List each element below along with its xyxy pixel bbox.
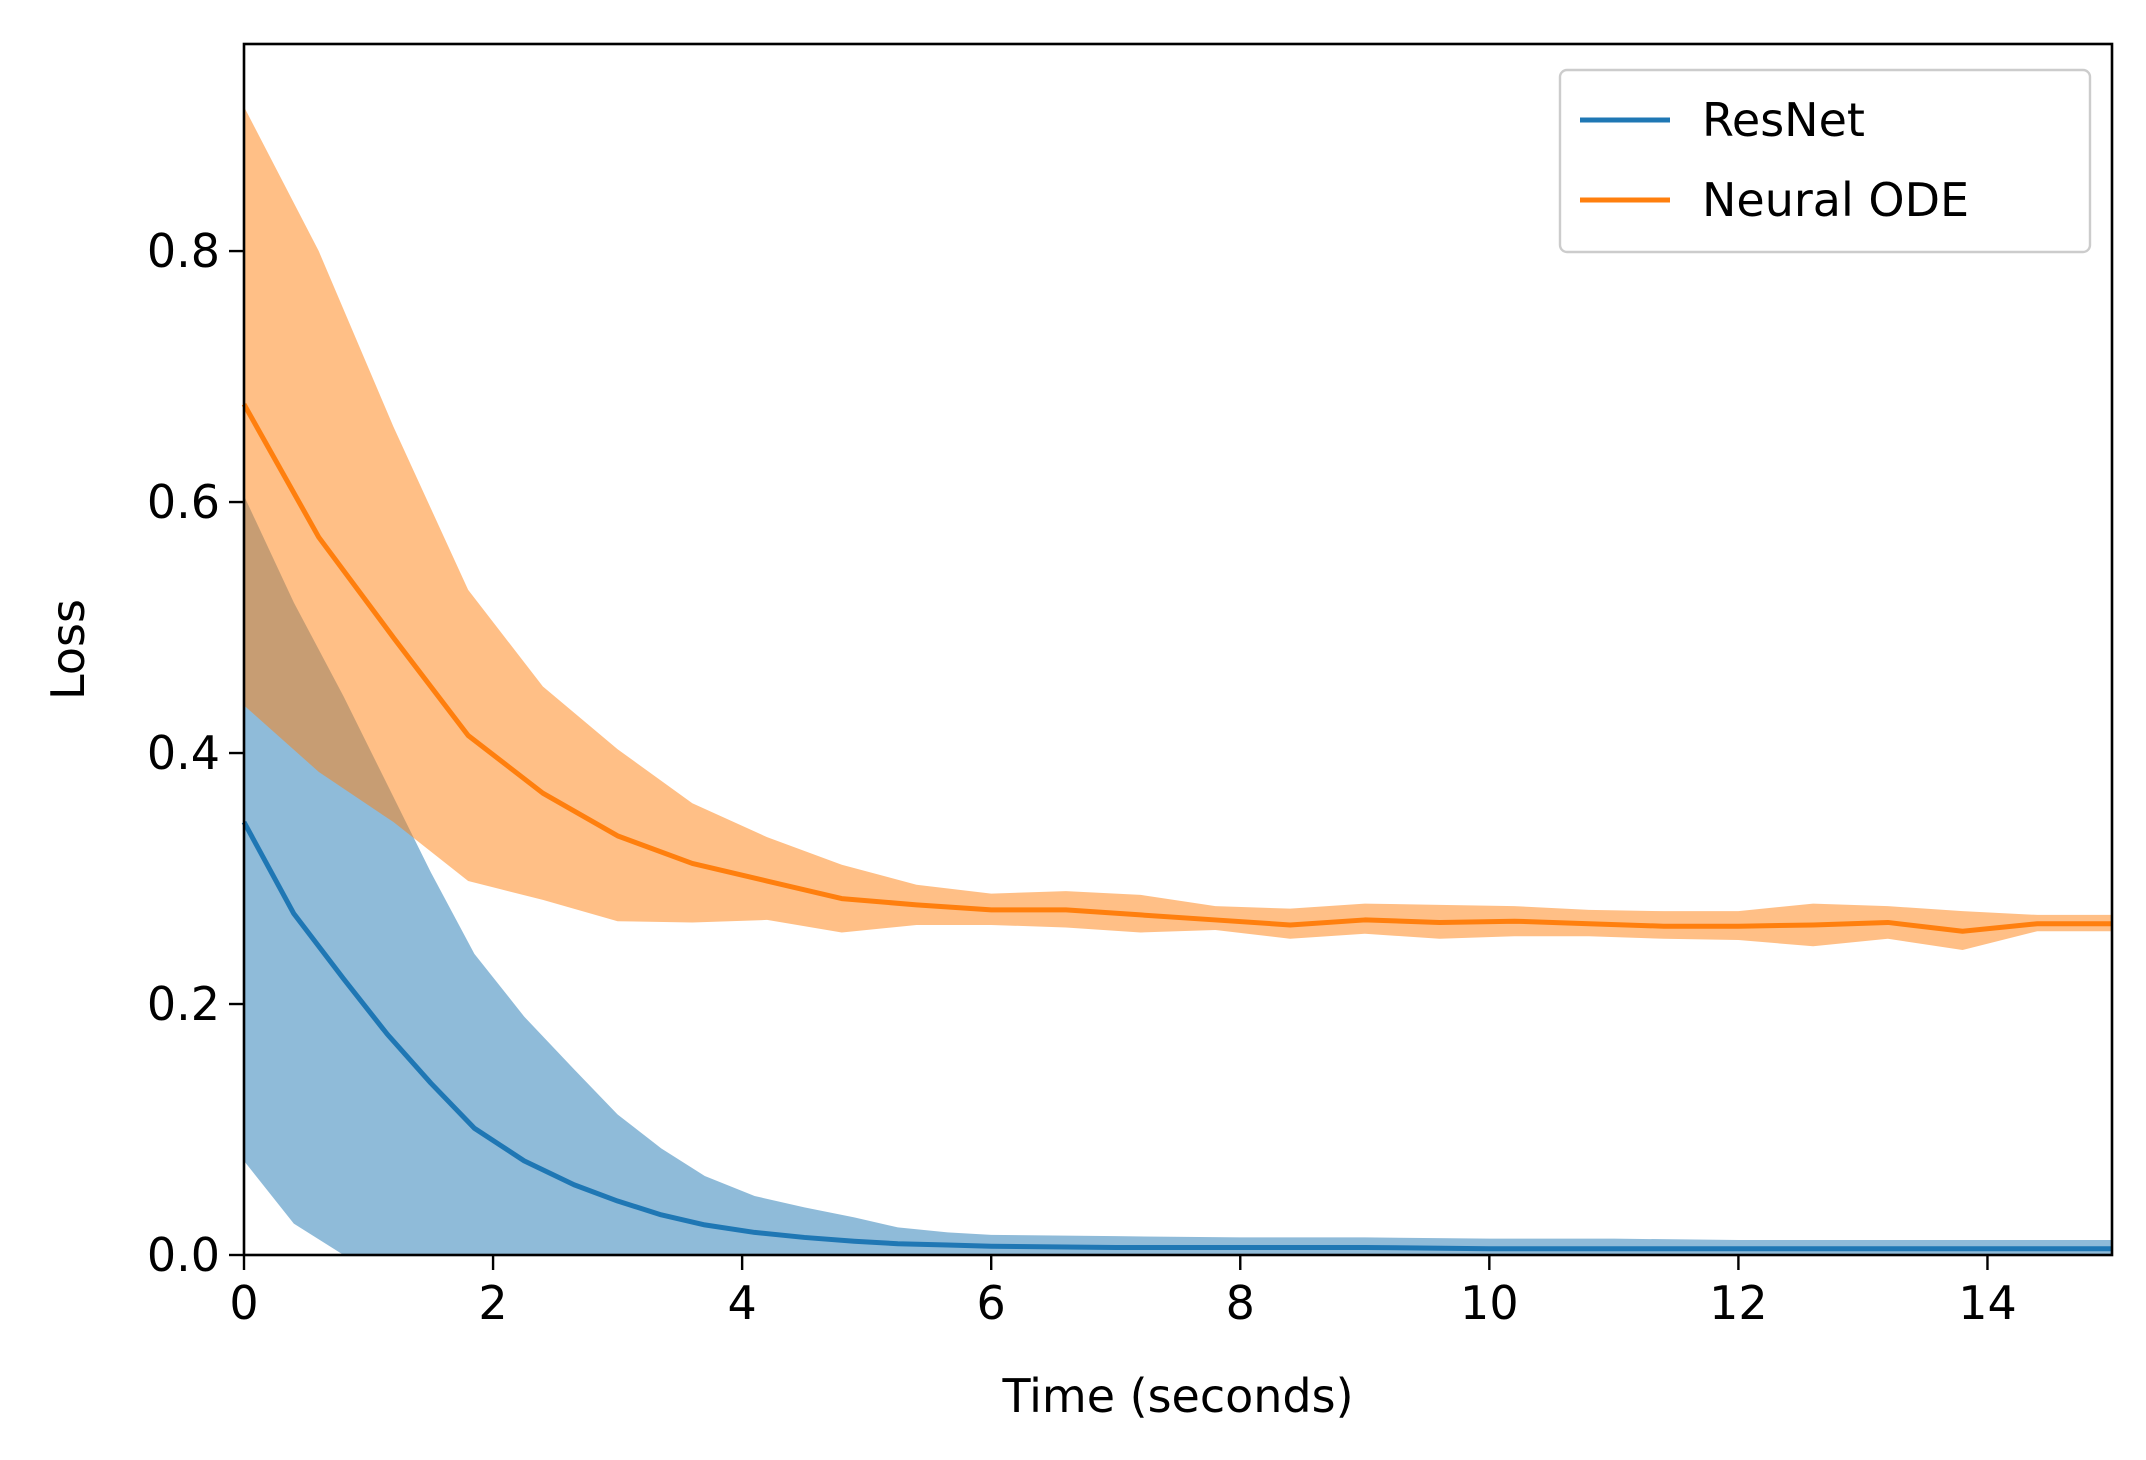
confidence-bands	[244, 106, 2112, 1255]
legend-box	[1558, 68, 2092, 254]
x-tick-label: 12	[1709, 1276, 1768, 1330]
y-tick-label: 0.0	[147, 1228, 220, 1282]
x-tick-label: 2	[478, 1276, 507, 1330]
y-tick-label: 0.6	[147, 475, 220, 529]
legend: ResNet Neural ODE	[1558, 68, 2092, 254]
x-axis-label: Time (seconds)	[1001, 1369, 1353, 1423]
series-lines	[241, 402, 2112, 1252]
legend-label-resnet: ResNet	[1702, 93, 1865, 147]
legend-label-neural-ode: Neural ODE	[1702, 173, 1969, 227]
y-axis-label: Loss	[41, 599, 95, 700]
x-tick-label: 6	[977, 1276, 1006, 1330]
plot-frame	[242, 42, 2114, 1257]
x-axis-ticks: 0 2 4 6 8 10 12 14	[229, 1255, 2017, 1330]
resnet-band	[244, 495, 2112, 1255]
y-axis-ticks: 0.0 0.2 0.4 0.6 0.8	[147, 224, 244, 1282]
x-tick-label: 8	[1226, 1276, 1255, 1330]
y-tick-label: 0.4	[147, 726, 220, 780]
neural-ode-line	[241, 402, 2112, 934]
x-tick-label: 14	[1958, 1276, 2017, 1330]
resnet-line	[241, 820, 2112, 1252]
y-tick-label: 0.8	[147, 224, 220, 278]
x-tick-label: 4	[727, 1276, 756, 1330]
x-tick-label: 10	[1460, 1276, 1519, 1330]
y-tick-label: 0.2	[147, 977, 220, 1031]
x-tick-label: 0	[229, 1276, 258, 1330]
